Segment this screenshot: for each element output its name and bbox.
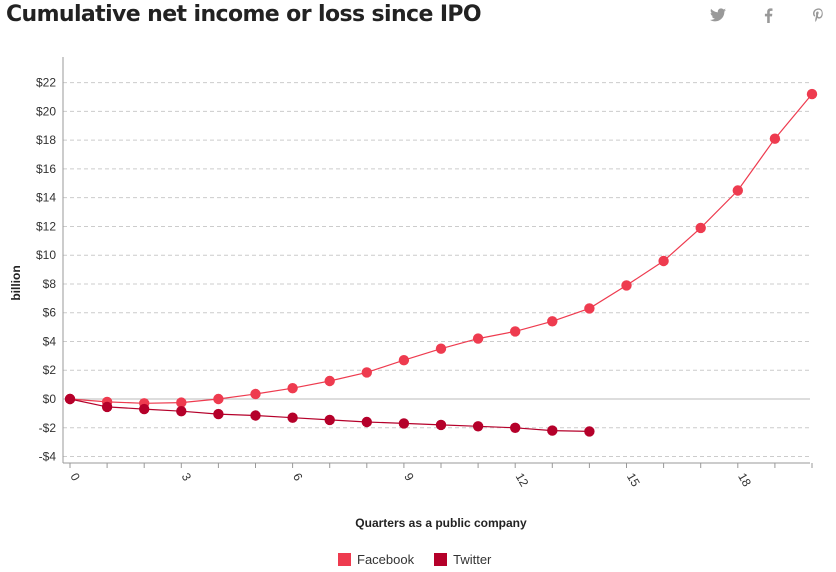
x-tick-label: 12 <box>513 471 532 490</box>
data-point-twitter[interactable] <box>64 393 76 405</box>
data-point-facebook[interactable] <box>806 88 818 100</box>
data-point-twitter[interactable] <box>584 426 595 437</box>
pinterest-icon <box>812 7 823 22</box>
data-point-twitter[interactable] <box>324 414 335 426</box>
data-point-facebook[interactable] <box>250 388 261 400</box>
twitter-share-button[interactable] <box>708 6 728 24</box>
legend-label-facebook: Facebook <box>357 552 415 567</box>
x-axis-title: Quarters as a public company <box>355 516 527 530</box>
data-point-twitter[interactable] <box>250 410 261 421</box>
data-point-facebook[interactable] <box>398 355 410 366</box>
data-point-facebook[interactable] <box>472 333 484 344</box>
y-tick-label: $8 <box>43 277 57 291</box>
x-tick-label: 6 <box>290 471 306 484</box>
y-tick-label: $2 <box>43 363 57 377</box>
data-point-twitter[interactable] <box>101 401 113 413</box>
legend-item-facebook[interactable]: Facebook <box>338 552 414 567</box>
data-point-twitter[interactable] <box>176 406 187 417</box>
data-point-twitter[interactable] <box>287 412 298 423</box>
twitter-icon <box>710 8 726 22</box>
data-point-facebook[interactable] <box>621 280 632 291</box>
pinterest-share-button[interactable] <box>808 6 828 24</box>
y-tick-label: -$2 <box>39 421 57 435</box>
y-tick-label: $22 <box>36 76 56 90</box>
data-point-facebook[interactable] <box>435 343 447 354</box>
data-point-twitter[interactable] <box>139 403 150 415</box>
facebook-icon <box>764 7 772 23</box>
x-tick-label: 9 <box>401 471 417 484</box>
y-tick-label: $10 <box>36 248 56 262</box>
data-point-facebook[interactable] <box>732 185 743 196</box>
axes: -$4 -$2 $0 $2 $4 $6 $8 $10 $12 $14 $16 $18 $20 $22 0 3 6… <box>36 57 813 490</box>
legend-swatch-twitter <box>434 553 448 566</box>
facebook-share-button[interactable] <box>758 6 778 24</box>
grid-lines <box>63 82 810 458</box>
y-tick-label: $4 <box>43 334 57 348</box>
y-tick-label: $14 <box>36 191 56 205</box>
data-point-twitter[interactable] <box>510 422 521 433</box>
data-point-facebook[interactable] <box>658 255 669 267</box>
legend-item-twitter[interactable]: Twitter <box>434 552 491 567</box>
data-point-twitter[interactable] <box>547 425 558 436</box>
x-tick-label: 15 <box>624 471 643 490</box>
y-tick-label: $0 <box>43 392 57 406</box>
data-point-facebook[interactable] <box>769 133 781 144</box>
data-point-twitter[interactable] <box>361 416 372 428</box>
data-point-facebook[interactable] <box>547 316 558 327</box>
x-tick-label: 3 <box>179 471 195 484</box>
data-point-facebook[interactable] <box>695 222 706 234</box>
y-tick-label: $20 <box>36 104 56 118</box>
y-tick-label: -$4 <box>39 450 57 464</box>
series-lines <box>69 93 813 432</box>
legend-label-twitter: Twitter <box>453 552 492 567</box>
chart-title: Cumulative net income or loss since IPO <box>6 2 482 27</box>
data-point-twitter[interactable] <box>398 418 410 429</box>
data-point-facebook[interactable] <box>584 303 595 314</box>
y-tick-label: $16 <box>36 162 56 176</box>
data-point-facebook[interactable] <box>287 383 298 394</box>
data-point-twitter[interactable] <box>472 421 484 432</box>
data-point-twitter[interactable] <box>435 419 447 431</box>
y-axis-title: billion <box>9 265 23 300</box>
data-points <box>64 88 818 437</box>
data-point-twitter[interactable] <box>213 408 224 420</box>
legend-swatch-facebook <box>338 553 351 566</box>
x-tick-label: 18 <box>735 471 754 490</box>
x-tick-label: 0 <box>67 471 83 484</box>
legend: Facebook Twitter <box>338 552 491 567</box>
data-point-facebook[interactable] <box>324 375 335 387</box>
data-point-facebook[interactable] <box>213 393 224 405</box>
share-bar <box>708 6 828 24</box>
data-point-facebook[interactable] <box>176 397 187 408</box>
y-tick-label: $12 <box>36 219 56 233</box>
y-tick-label: $18 <box>36 133 56 147</box>
y-tick-label: $6 <box>43 306 57 320</box>
data-point-facebook[interactable] <box>361 367 372 378</box>
data-point-facebook[interactable] <box>510 326 521 337</box>
